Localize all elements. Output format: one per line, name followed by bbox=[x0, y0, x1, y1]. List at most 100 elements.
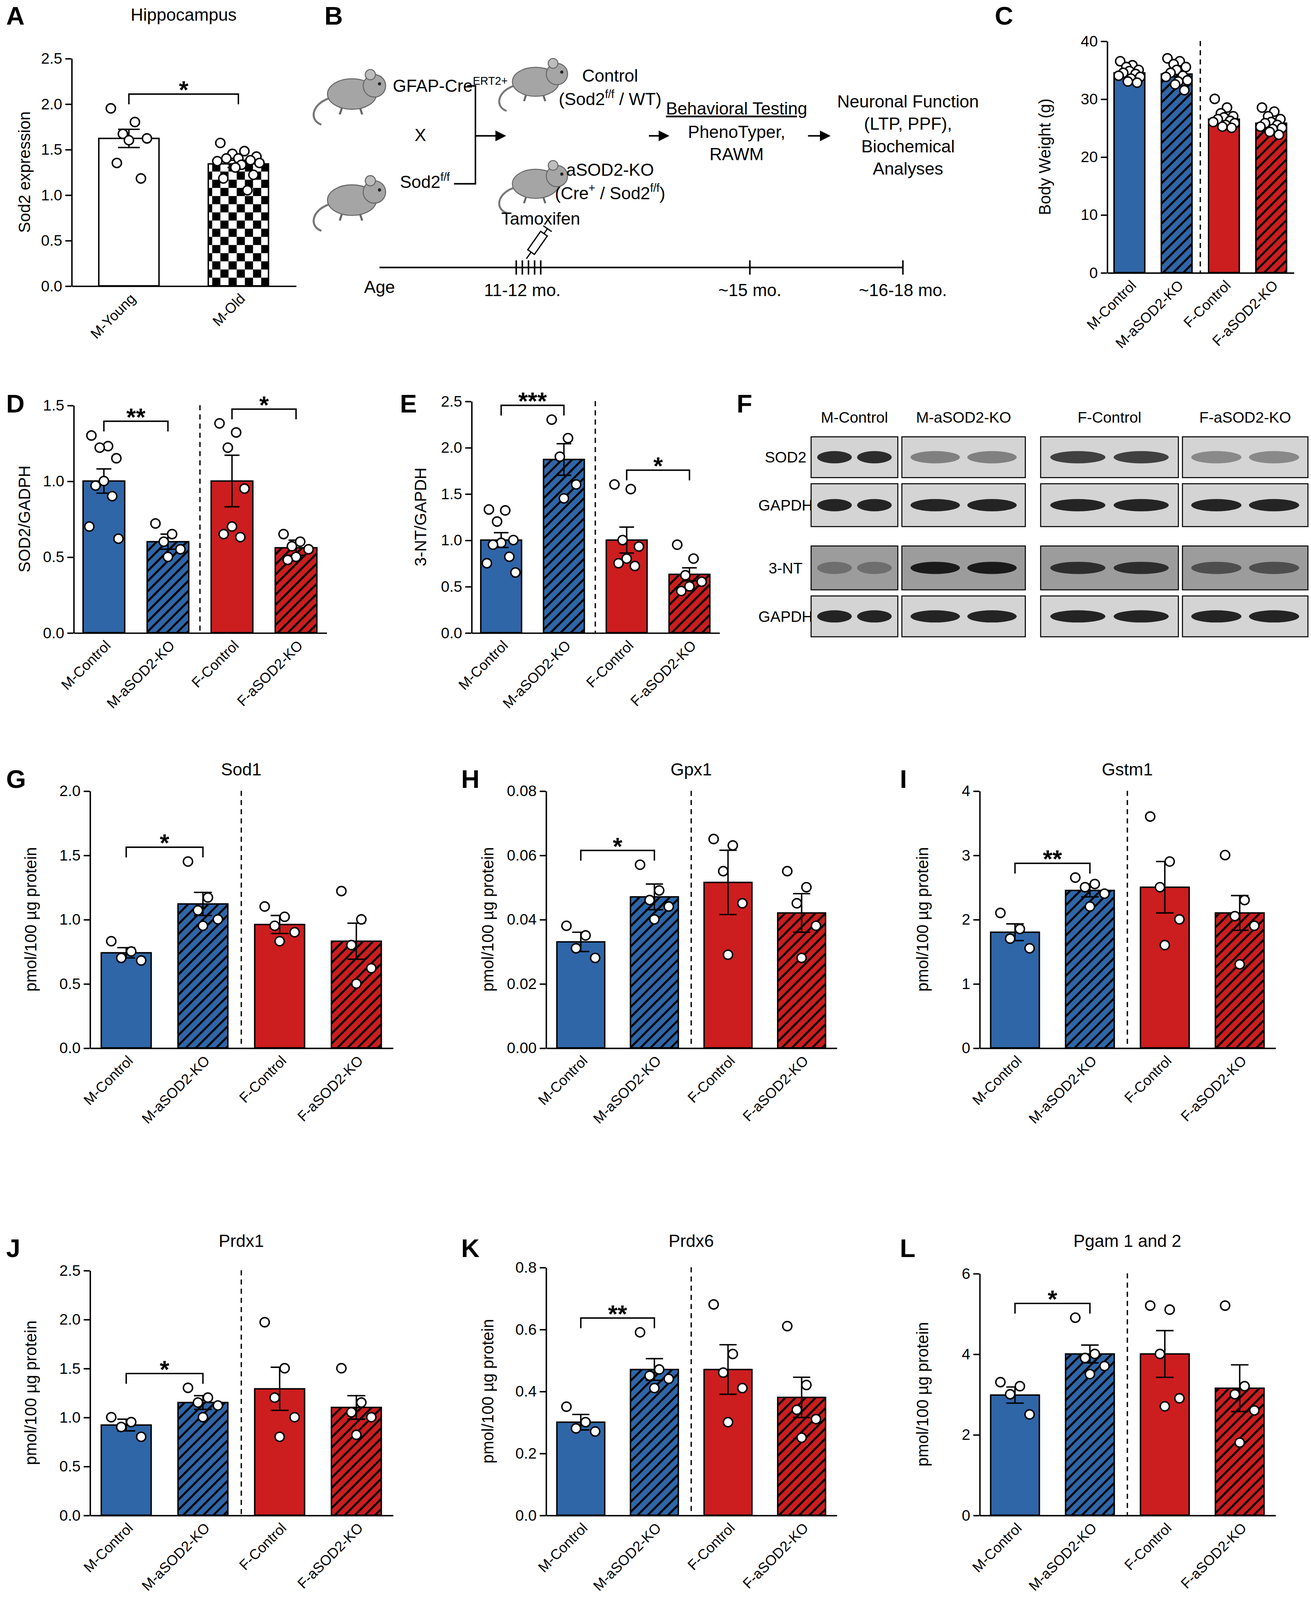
significance-label: * bbox=[259, 391, 270, 419]
y-tick: 0.5 bbox=[441, 578, 472, 595]
data-point bbox=[107, 491, 117, 501]
diagram-label: 11-12 mo. bbox=[484, 280, 561, 300]
tick-label: 0.0 bbox=[41, 277, 63, 295]
category-label: F-Control bbox=[1121, 1052, 1175, 1106]
data-point bbox=[275, 1432, 285, 1442]
tick-label: 1.5 bbox=[441, 485, 463, 503]
line bbox=[526, 251, 532, 259]
superscript: + bbox=[588, 181, 596, 195]
data-point bbox=[193, 1398, 203, 1408]
significance-label: *** bbox=[518, 387, 548, 415]
error-bar-cap bbox=[1006, 1402, 1024, 1404]
error-bar-stem bbox=[355, 923, 358, 960]
y-tick: 0.5 bbox=[41, 232, 72, 249]
tick-label: 6 bbox=[961, 1265, 971, 1283]
data-point bbox=[1249, 1405, 1260, 1416]
data-point bbox=[183, 857, 193, 867]
tick-label: 0.5 bbox=[59, 1457, 81, 1475]
y-tick: 0.8 bbox=[515, 1259, 546, 1276]
y-tick: 4 bbox=[961, 1345, 980, 1363]
tick-label: 0.5 bbox=[42, 548, 65, 566]
path bbox=[313, 98, 330, 125]
connector bbox=[901, 260, 904, 275]
error-bar-cap bbox=[347, 1418, 366, 1420]
data-point bbox=[1005, 1389, 1015, 1400]
data-point bbox=[1257, 103, 1267, 113]
tick-label: 1.5 bbox=[41, 141, 63, 158]
data-point bbox=[689, 553, 699, 564]
significance-label: ** bbox=[126, 403, 146, 431]
x-tick: F-Control bbox=[1121, 1052, 1175, 1106]
data-point bbox=[484, 505, 494, 515]
blot-band bbox=[857, 451, 892, 464]
tick-mark bbox=[83, 1269, 90, 1272]
blot-band bbox=[1248, 451, 1299, 464]
data-point bbox=[664, 901, 674, 912]
x-axis: M-ControlM-aSOD2-KOF-ControlF-aSOD2-KO bbox=[969, 1515, 1276, 1594]
x-tick: M-aSOD2-KO bbox=[138, 1519, 213, 1595]
data-point bbox=[590, 953, 601, 963]
data-point bbox=[231, 427, 242, 438]
diagram-label: (Cre+ / Sod2f/f) bbox=[555, 181, 666, 203]
tick-mark bbox=[83, 919, 90, 921]
category-label: F-aSOD2-KO bbox=[739, 1519, 812, 1592]
tick-label: 0.0 bbox=[59, 1507, 81, 1524]
label-text: Neuronal Function bbox=[837, 91, 979, 111]
x-tick: F-aSOD2-KO bbox=[233, 637, 306, 710]
y-tick: 0.6 bbox=[515, 1321, 546, 1338]
x-tick: M-Control bbox=[58, 637, 114, 694]
data-point bbox=[676, 586, 686, 596]
panel-k: 0.00.20.40.60.8M-ControlM-aSOD2-KOF-Cont… bbox=[460, 1231, 837, 1595]
category-label: M-Control bbox=[534, 1052, 591, 1108]
tick-mark bbox=[67, 405, 74, 407]
tick-label: 2 bbox=[961, 1426, 971, 1444]
tick-mark bbox=[465, 400, 472, 403]
x-tick: F-aSOD2-KO bbox=[1177, 1052, 1250, 1125]
tick-mark bbox=[973, 1353, 980, 1356]
label-text: (LTP, PPF), bbox=[864, 114, 952, 134]
data-point bbox=[175, 544, 186, 554]
data-point bbox=[1264, 127, 1275, 137]
tick-mark bbox=[83, 1368, 90, 1370]
tick-mark bbox=[83, 1417, 90, 1419]
data-point bbox=[737, 898, 748, 909]
connector bbox=[521, 260, 524, 275]
error-bar-stem bbox=[727, 850, 729, 915]
y-tick: 2 bbox=[961, 910, 980, 928]
diagram-label: Biochemical bbox=[861, 136, 955, 156]
data-point bbox=[1025, 943, 1035, 954]
tick-label: 30 bbox=[1080, 90, 1099, 108]
y-tick: 2.0 bbox=[59, 1311, 90, 1328]
y-tick: 2.0 bbox=[441, 439, 472, 456]
y-tick: 1.0 bbox=[59, 910, 90, 928]
y-axis-title: 3-NT/GAPDH bbox=[411, 467, 430, 567]
data-point bbox=[546, 415, 557, 425]
tick-label: 2.0 bbox=[59, 1311, 81, 1328]
circle bbox=[377, 82, 381, 86]
data-point bbox=[235, 532, 245, 542]
x-tick: F-Control bbox=[235, 1519, 290, 1574]
tick-mark bbox=[67, 556, 74, 559]
data-point bbox=[346, 1407, 357, 1418]
panel-a: 0.00.51.01.52.02.5M-YoungM-OldSod2 expre… bbox=[6, 1, 297, 342]
y-axis: 0246 bbox=[961, 1265, 981, 1524]
group-separator bbox=[1126, 1273, 1128, 1516]
tick-mark bbox=[1100, 40, 1108, 43]
tick-mark bbox=[973, 1047, 980, 1050]
error-bar-cap bbox=[719, 1344, 737, 1346]
x-tick: F-aSOD2-KO bbox=[627, 637, 700, 710]
data-point bbox=[792, 1405, 802, 1415]
significance-label: ** bbox=[1043, 845, 1063, 873]
data-point bbox=[1179, 85, 1190, 95]
y-tick: 2.5 bbox=[41, 50, 72, 67]
error-bar-cap bbox=[572, 1413, 590, 1416]
data-point bbox=[136, 1432, 147, 1442]
data-point bbox=[356, 914, 367, 925]
category-label: F-aSOD2-KO bbox=[1177, 1519, 1250, 1592]
diagram-label: Behavioral Testing bbox=[666, 98, 808, 118]
blot-band bbox=[1050, 610, 1106, 623]
category-label: M-Control bbox=[455, 637, 511, 694]
data-point bbox=[644, 895, 655, 905]
data-point bbox=[709, 1300, 719, 1310]
category-label: F-Control bbox=[235, 1052, 290, 1106]
